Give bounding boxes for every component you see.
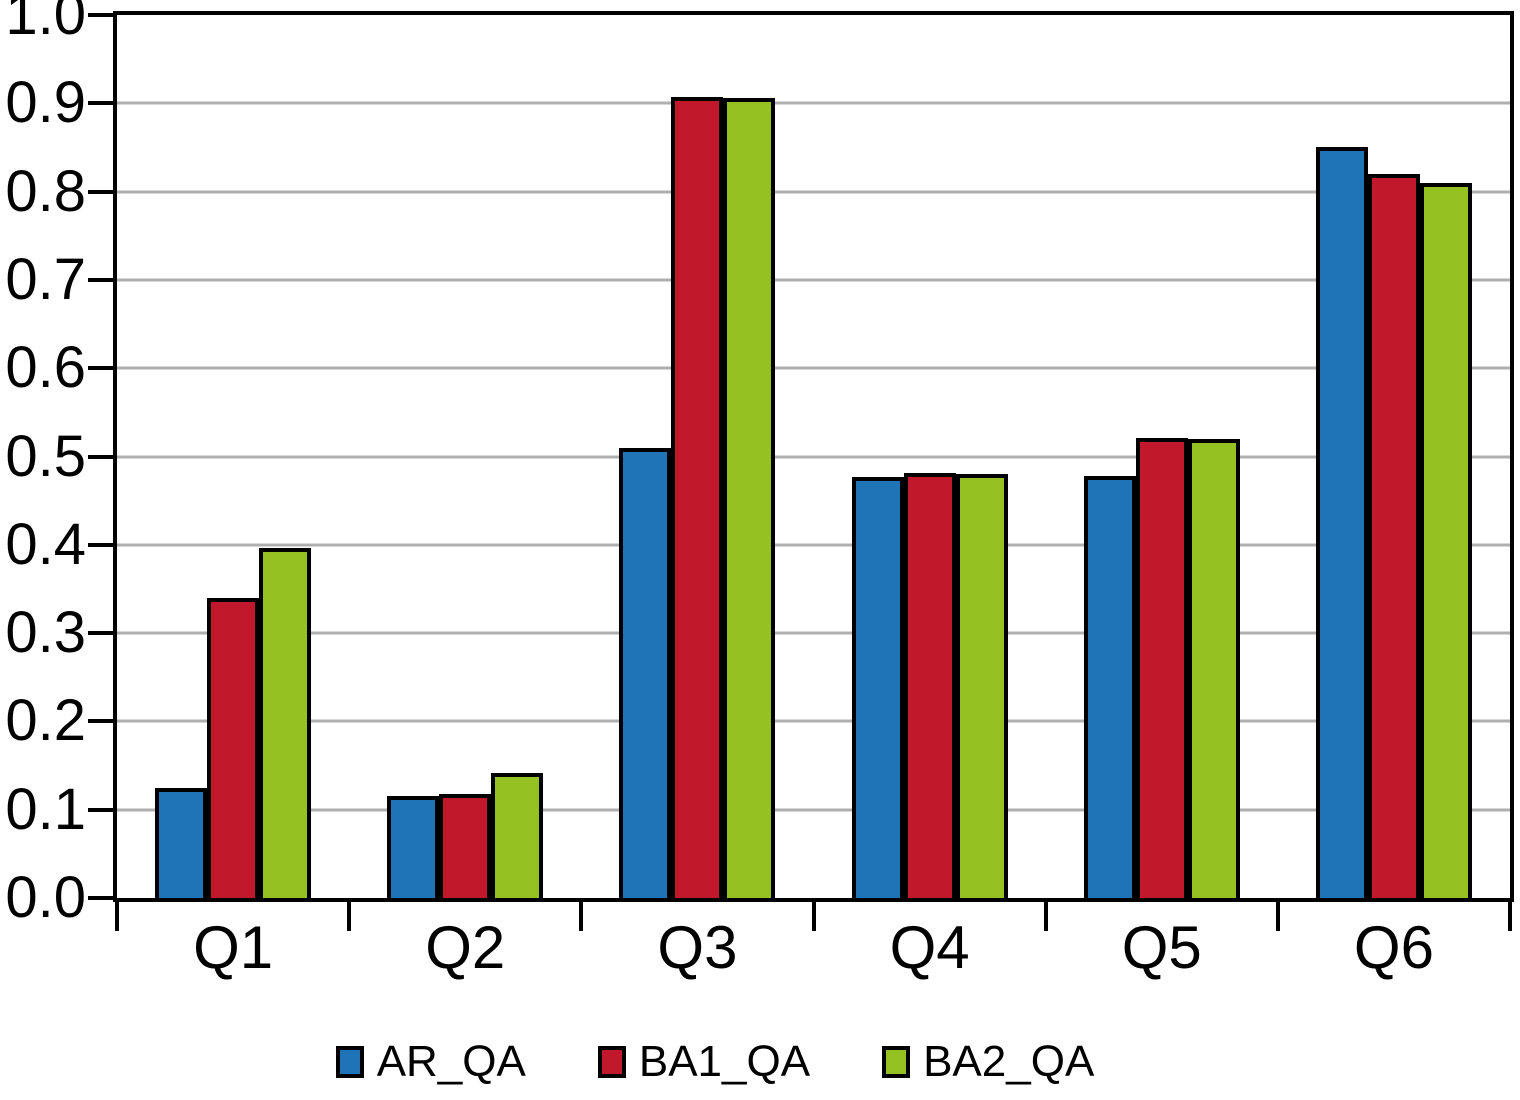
gridline bbox=[117, 543, 1510, 547]
bar-Q1-BA2_QA bbox=[259, 548, 312, 898]
legend-item-BA2_QA: BA2_QA bbox=[882, 1040, 1094, 1084]
gridline bbox=[117, 719, 1510, 723]
category-group-Q2 bbox=[349, 15, 581, 898]
category-group-Q5 bbox=[1046, 15, 1278, 898]
gridline bbox=[117, 366, 1510, 370]
bar-Q3-AR_QA bbox=[619, 447, 672, 898]
bar-Q4-BA2_QA bbox=[955, 474, 1008, 898]
gridline bbox=[117, 278, 1510, 282]
legend-swatch-BA2_QA bbox=[882, 1046, 911, 1078]
axis-ticks bbox=[88, 13, 1512, 931]
y-tick bbox=[88, 454, 113, 459]
legend-label-BA1_QA: BA1_QA bbox=[638, 1037, 811, 1086]
gridline bbox=[117, 190, 1510, 194]
y-tick-label: 0.5 bbox=[5, 423, 86, 489]
y-tick-label: 0.3 bbox=[5, 600, 86, 666]
x-tick bbox=[811, 902, 816, 931]
y-tick-label: 0.8 bbox=[5, 158, 86, 224]
bar-Q1-BA1_QA bbox=[207, 597, 260, 898]
x-axis-label-Q2: Q2 bbox=[425, 914, 506, 981]
x-axis-label-Q6: Q6 bbox=[1353, 914, 1434, 981]
y-tick-label: 0.1 bbox=[5, 776, 86, 842]
y-tick bbox=[88, 189, 113, 194]
bar-Q5-BA1_QA bbox=[1135, 437, 1188, 898]
y-tick bbox=[88, 807, 113, 812]
bars-layer bbox=[117, 15, 1510, 898]
bar-Q3-BA1_QA bbox=[671, 97, 724, 898]
y-tick-label: 0.0 bbox=[5, 865, 86, 930]
y-tick bbox=[88, 631, 113, 636]
y-tick bbox=[88, 366, 113, 371]
x-axis-label-Q5: Q5 bbox=[1121, 914, 1202, 981]
y-tick-label: 0.7 bbox=[5, 246, 86, 312]
y-tick bbox=[88, 13, 113, 17]
legend-label-AR_QA: AR_QA bbox=[376, 1037, 526, 1086]
x-tick bbox=[347, 902, 352, 931]
bar-Q5-AR_QA bbox=[1083, 475, 1136, 898]
legend-swatch-BA1_QA bbox=[597, 1046, 626, 1078]
legend: AR_QA BA1_QA BA2_QA bbox=[0, 1040, 1475, 1084]
bar-Q4-AR_QA bbox=[851, 476, 904, 898]
gridline bbox=[117, 631, 1510, 635]
y-tick bbox=[88, 896, 113, 900]
y-tick-label: 0.4 bbox=[5, 511, 86, 577]
bar-Q6-BA2_QA bbox=[1419, 182, 1472, 898]
y-tick-label: 1.0 bbox=[5, 0, 86, 47]
bar-Q2-BA1_QA bbox=[439, 793, 492, 898]
gridline bbox=[117, 455, 1510, 458]
legend-item-AR_QA: AR_QA bbox=[335, 1037, 526, 1086]
bar-Q2-AR_QA bbox=[387, 796, 440, 898]
bar-Q6-AR_QA bbox=[1315, 147, 1368, 898]
legend-swatch-AR_QA bbox=[335, 1046, 364, 1078]
bar-Q5-BA2_QA bbox=[1187, 438, 1240, 898]
bar-Q2-BA2_QA bbox=[491, 772, 544, 898]
y-tick-label: 0.6 bbox=[5, 335, 86, 401]
legend-label-BA2_QA: BA2_QA bbox=[923, 1037, 1095, 1086]
x-tick bbox=[1275, 902, 1280, 931]
y-tick-label: 0.2 bbox=[5, 688, 86, 754]
bar-Q6-BA1_QA bbox=[1367, 173, 1420, 898]
category-group-Q1 bbox=[117, 15, 349, 898]
y-tick bbox=[88, 101, 113, 106]
x-tick bbox=[1508, 902, 1512, 931]
bar-Q4-BA1_QA bbox=[903, 473, 956, 898]
bar-Q3-BA2_QA bbox=[723, 98, 776, 898]
y-tick bbox=[88, 542, 113, 547]
y-tick bbox=[88, 277, 113, 282]
y-axis-labels: 0.0 0.1 0.2 0.3 0.4 0.5 0.6 0.7 0.8 0.9 1.0 bbox=[0, 0, 86, 927]
x-axis-label-Q1: Q1 bbox=[193, 914, 274, 981]
x-tick bbox=[1043, 902, 1048, 931]
category-group-Q3 bbox=[581, 15, 813, 898]
x-axis-label-Q3: Q3 bbox=[657, 914, 738, 981]
x-tick bbox=[579, 902, 584, 931]
legend-item-BA1_QA: BA1_QA bbox=[597, 1037, 811, 1086]
y-tick-label: 0.9 bbox=[5, 70, 86, 136]
category-group-Q4 bbox=[814, 15, 1046, 898]
gridlines bbox=[117, 15, 1510, 898]
gridline bbox=[117, 808, 1510, 812]
bar-Q1-AR_QA bbox=[155, 787, 208, 898]
category-group-Q6 bbox=[1278, 15, 1510, 898]
gridline bbox=[117, 101, 1510, 105]
y-tick bbox=[88, 719, 113, 724]
x-tick bbox=[115, 902, 119, 931]
x-axis-label-Q4: Q4 bbox=[889, 914, 970, 981]
x-axis-labels: Q1 Q2 Q3 Q4 Q5 Q6 bbox=[117, 915, 1510, 981]
plot-area bbox=[88, 11, 1514, 931]
